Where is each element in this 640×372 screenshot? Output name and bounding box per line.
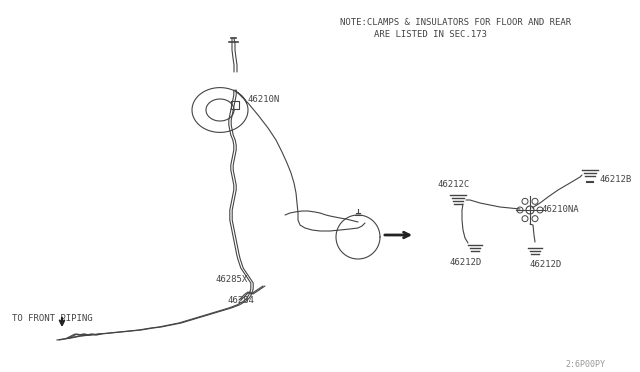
Text: 46285X: 46285X — [215, 275, 247, 284]
Text: 46210N: 46210N — [248, 95, 280, 104]
Text: 2:6P00PY: 2:6P00PY — [565, 360, 605, 369]
Text: ARE LISTED IN SEC.173: ARE LISTED IN SEC.173 — [374, 30, 487, 39]
Text: NOTE:CLAMPS & INSULATORS FOR FLOOR AND REAR: NOTE:CLAMPS & INSULATORS FOR FLOOR AND R… — [340, 18, 571, 27]
Text: 46284: 46284 — [228, 296, 255, 305]
Text: 46212D: 46212D — [450, 258, 483, 267]
Text: 46212B: 46212B — [600, 175, 632, 184]
Text: 46212C: 46212C — [438, 180, 470, 189]
Text: 46210NA: 46210NA — [542, 205, 580, 214]
Text: TO FRONT PIPING: TO FRONT PIPING — [12, 314, 93, 323]
Text: 46212D: 46212D — [530, 260, 563, 269]
